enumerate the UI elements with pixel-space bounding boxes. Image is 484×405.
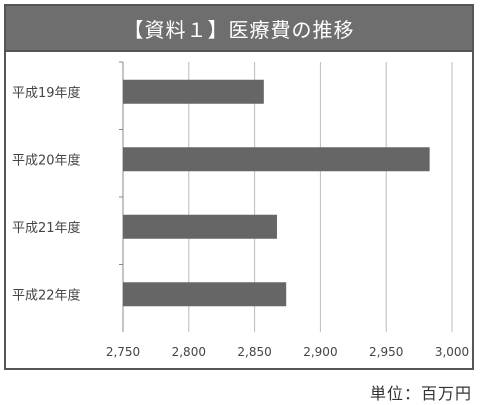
x-tick-label-1: 2,800 <box>172 345 206 359</box>
chart-title: 【資料１】医療費の推移 <box>6 6 472 50</box>
x-tick-label-0: 2,750 <box>106 345 140 359</box>
chart-frame: 【資料１】医療費の推移 <box>4 4 474 370</box>
bar-1 <box>123 147 430 172</box>
x-tick-label-5: 3,000 <box>435 345 469 359</box>
bar-0 <box>123 79 264 104</box>
bar-2 <box>123 214 277 239</box>
bar-chart: 2,750 2,800 2,850 2,900 2,950 3,000 平成19年度平成20… <box>12 61 469 359</box>
category-label-1: 平成20年度 <box>12 152 81 168</box>
category-label-3: 平成22年度 <box>12 287 81 303</box>
category-label-0: 平成19年度 <box>12 85 81 101</box>
category-label-2: 平成21年度 <box>12 220 81 236</box>
x-tick-label-4: 2,950 <box>369 345 403 359</box>
title-divider <box>6 50 472 52</box>
x-tick-label-3: 2,900 <box>303 345 337 359</box>
bar-3 <box>123 282 287 307</box>
unit-note: 単位：百万円 <box>369 384 472 403</box>
x-tick-label-2: 2,850 <box>237 345 271 359</box>
